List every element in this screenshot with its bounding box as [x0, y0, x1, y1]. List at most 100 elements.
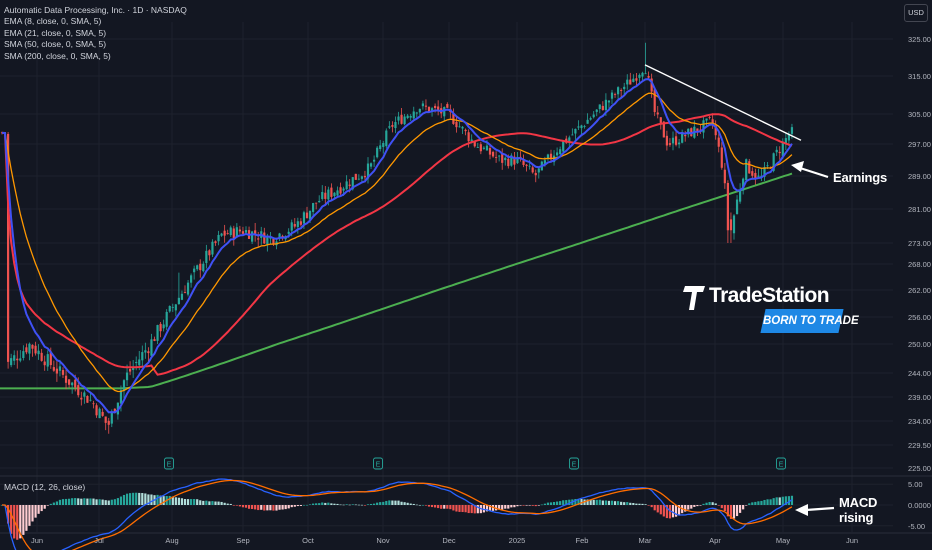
- candle-body: [720, 147, 723, 168]
- candle-body: [141, 352, 144, 361]
- price-tick-label: 250.00: [908, 340, 931, 349]
- macd-histogram-bar: [363, 505, 367, 506]
- candle-body: [580, 125, 583, 129]
- macd-histogram-bar: [31, 505, 34, 522]
- macd-histogram-bar: [510, 505, 513, 508]
- study-sma50[interactable]: SMA (50, close, 0, SMA, 5): [4, 39, 107, 50]
- macd-histogram-bar: [604, 500, 607, 505]
- candle-body: [656, 112, 659, 115]
- candle-body: [787, 134, 790, 141]
- macd-histogram-bar: [635, 503, 638, 505]
- macd-histogram-bar: [132, 492, 135, 505]
- macd-histogram-bar: [180, 498, 184, 505]
- candle-body: [613, 94, 617, 95]
- macd-histogram-bar: [458, 505, 461, 512]
- macd-histogram-bar: [171, 496, 174, 505]
- candle-body: [571, 134, 574, 136]
- candle-body: [357, 178, 360, 180]
- candle-body: [266, 236, 269, 245]
- earnings-marker-label: E: [376, 462, 381, 469]
- candle-body: [379, 145, 382, 150]
- candle-body: [626, 79, 629, 85]
- candle-body: [607, 100, 611, 103]
- candle-body: [583, 126, 586, 127]
- macd-histogram-bar: [83, 498, 86, 505]
- macd-histogram-bar: [559, 501, 562, 505]
- macd-signal-line: [2, 479, 793, 550]
- macd-histogram-bar: [159, 495, 162, 505]
- macd-histogram-bar: [430, 505, 434, 508]
- macd-histogram-bar: [376, 502, 379, 505]
- candle-body: [202, 263, 205, 272]
- currency-button[interactable]: USD: [904, 4, 928, 22]
- macd-histogram-bar: [427, 505, 431, 507]
- candle-body: [61, 370, 65, 375]
- candle-body: [40, 352, 43, 361]
- macd-histogram-bar: [434, 505, 437, 508]
- macd-histogram-bar: [312, 503, 315, 505]
- candle-body: [229, 227, 232, 236]
- macd-histogram-bar: [696, 505, 699, 507]
- candle-body: [729, 219, 733, 231]
- macd-histogram-bar: [315, 503, 318, 505]
- macd-histogram-bar: [522, 505, 525, 506]
- candle-body: [690, 128, 693, 137]
- candle-body: [751, 171, 754, 176]
- candle-body: [339, 187, 342, 194]
- candle-body: [327, 189, 330, 200]
- macd-histogram-bar: [498, 505, 501, 510]
- macd-histogram-bar: [467, 505, 470, 514]
- macd-histogram-bar: [266, 505, 269, 511]
- candle-body: [659, 117, 662, 124]
- candle-body: [653, 89, 656, 113]
- macd-histogram-bar: [766, 499, 769, 505]
- time-tick-label: Feb: [576, 536, 589, 545]
- macd-histogram-bar: [119, 496, 123, 505]
- macd-histogram-bar: [318, 503, 321, 505]
- macd-histogram-bar: [674, 505, 678, 517]
- candle-body: [678, 142, 681, 145]
- candle-body: [19, 358, 22, 361]
- candle-body: [638, 74, 641, 78]
- macd-histogram-bar: [351, 504, 354, 505]
- candle-body: [784, 138, 787, 144]
- price-tick-label: 229.50: [908, 441, 931, 450]
- candle-body: [790, 127, 794, 134]
- candle-body: [244, 230, 248, 233]
- macd-histogram-bar: [186, 499, 190, 505]
- candle-body: [31, 344, 34, 349]
- macd-histogram-bar: [473, 505, 476, 514]
- study-ema21[interactable]: EMA (21, close, 0, SMA, 5): [4, 27, 107, 38]
- macd-histogram-bar: [537, 505, 540, 506]
- candle-body: [467, 132, 470, 142]
- macd-histogram-bar: [238, 505, 241, 507]
- macd-histogram-bar: [595, 499, 598, 505]
- candle-body: [610, 92, 614, 99]
- candle-body: [525, 164, 528, 166]
- candle-body: [336, 190, 339, 196]
- candle-body: [190, 275, 193, 283]
- candle-body: [348, 184, 351, 186]
- macd-histogram-bar: [251, 505, 254, 509]
- study-ema8[interactable]: EMA (8, close, 0, SMA, 5): [4, 16, 102, 27]
- study-sma200[interactable]: SMA (200, close, 0, SMA, 5): [4, 50, 111, 61]
- macd-histogram-bar: [671, 505, 675, 518]
- candle-body: [732, 215, 736, 234]
- earnings-marker-label: E: [572, 462, 577, 469]
- macd-histogram-bar: [641, 503, 644, 505]
- candle-body: [86, 396, 89, 403]
- macd-histogram-bar: [199, 500, 202, 505]
- macd-histogram-bar: [28, 505, 31, 526]
- macd-histogram-bar: [247, 505, 251, 509]
- candle-body: [674, 136, 678, 145]
- candle-body: [382, 142, 385, 147]
- candle-body: [430, 108, 434, 112]
- candle-body: [196, 265, 199, 270]
- candle-body: [516, 156, 519, 164]
- time-tick-label: Aug: [165, 536, 178, 545]
- macd-histogram-bar: [339, 504, 342, 506]
- candle-body: [537, 168, 540, 173]
- macd-histogram-bar: [531, 505, 534, 506]
- macd-study-label[interactable]: MACD (12, 26, close): [4, 482, 86, 492]
